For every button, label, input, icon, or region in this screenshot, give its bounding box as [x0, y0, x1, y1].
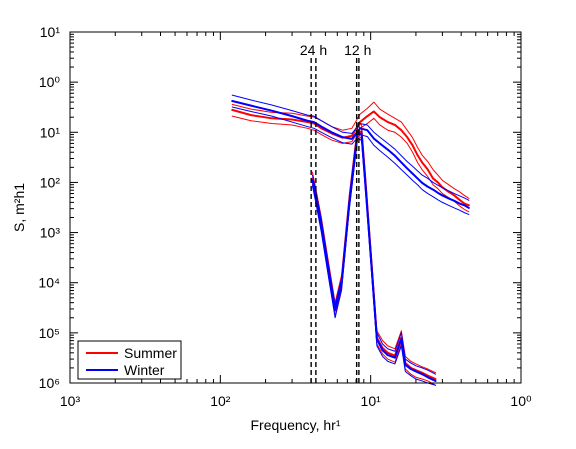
- winter-tidal-main-line-9: [311, 131, 437, 382]
- summer-tidal-bound-line-8: [311, 135, 437, 386]
- winter-tidal-bound-line-11: [311, 137, 437, 386]
- y-tick-label-2: 10¹: [40, 124, 61, 140]
- plot-frame: [69, 31, 522, 384]
- y-tick-label-3: 10²: [40, 174, 61, 190]
- summer-lowfreq-bound-line-1: [231, 101, 470, 199]
- 24h-label: 24 h: [300, 42, 327, 58]
- y-tick-label-4: 10³: [40, 225, 61, 241]
- y-tick-label-1: 10⁰: [39, 74, 61, 90]
- y-tick-label-6: 10⁵: [39, 325, 60, 341]
- annotation-layer: 24 h 12 h: [300, 42, 371, 383]
- x-tick-label-0: 10³: [60, 393, 81, 409]
- plot-layer: [231, 94, 470, 386]
- y-tick-label-7: 10⁶: [39, 375, 60, 391]
- summer-tidal-main-line-6: [311, 129, 437, 381]
- winter-lowfreq-bound-line-4: [231, 94, 470, 201]
- legend-label-winter: Winter: [124, 362, 165, 378]
- winter-lowfreq-bound-line-5: [231, 106, 470, 215]
- winter-tidal-bound-line-10: [311, 126, 437, 375]
- x-tick-label-3: 10⁰: [510, 393, 532, 409]
- 12h-label: 12 h: [344, 42, 371, 58]
- winter-lowfreq-main-line-3: [231, 100, 470, 209]
- y-axis-label: S, m²h1: [11, 183, 27, 232]
- legend-label-summer: Summer: [124, 345, 177, 361]
- x-tick-label-2: 10¹: [361, 393, 382, 409]
- y-tick-label-0: 10¹: [40, 24, 61, 40]
- summer-lowfreq-bound-line-2: [231, 115, 470, 213]
- x-tick-label-1: 10²: [210, 393, 231, 409]
- x-axis-label: Frequency, hr¹: [251, 417, 341, 433]
- axis-layer: 10³ 10² 10¹ 10⁰ 10¹ 10⁰ 10¹ 10² 10³ 10⁴ 10⁵ 10⁶ Freq…: [11, 24, 532, 433]
- y-tick-label-5: 10⁴: [38, 275, 60, 291]
- legend-box: [77, 340, 182, 380]
